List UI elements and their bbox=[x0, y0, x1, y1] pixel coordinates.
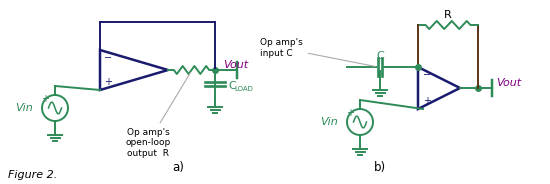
Text: a): a) bbox=[172, 162, 184, 174]
Text: −: − bbox=[104, 53, 112, 63]
Text: Op amp's
open-loop
output  R: Op amp's open-loop output R bbox=[125, 72, 190, 158]
Text: b): b) bbox=[374, 162, 386, 174]
Text: R: R bbox=[444, 10, 452, 20]
Text: +: + bbox=[346, 108, 354, 118]
Text: C: C bbox=[228, 81, 236, 91]
Text: Vout: Vout bbox=[496, 78, 521, 88]
Text: −: − bbox=[423, 70, 431, 80]
Text: +: + bbox=[104, 77, 112, 87]
Text: Op amp's
input C: Op amp's input C bbox=[260, 38, 375, 66]
Text: +: + bbox=[423, 96, 431, 106]
Text: Vin: Vin bbox=[320, 117, 338, 127]
Text: Vin: Vin bbox=[15, 103, 33, 113]
Text: Figure 2.: Figure 2. bbox=[8, 170, 57, 180]
Text: Vout: Vout bbox=[223, 60, 248, 70]
Text: LOAD: LOAD bbox=[234, 86, 253, 92]
Text: C: C bbox=[376, 51, 384, 61]
Text: +: + bbox=[41, 94, 49, 104]
